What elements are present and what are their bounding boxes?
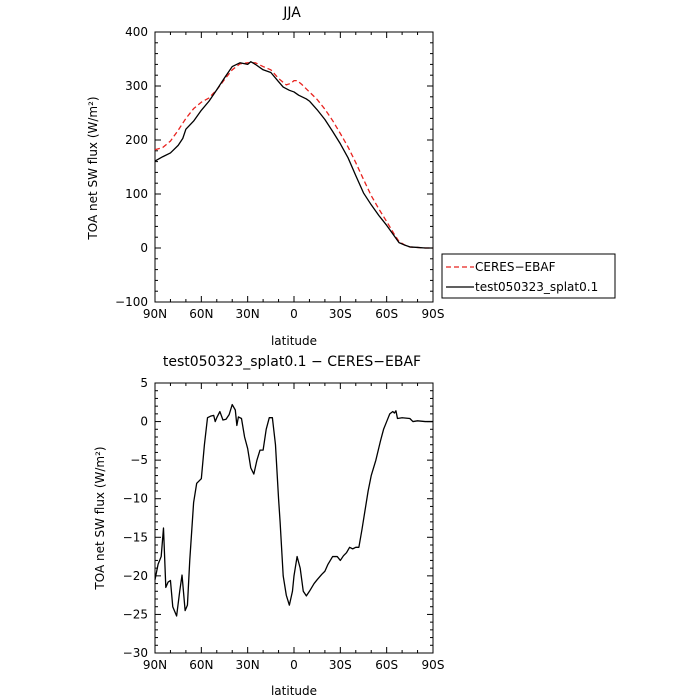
chart-bottom: test050323_splat0.1 − CERES−EBAF 90N 60N 3… <box>93 354 444 698</box>
top-x-axis-label: latitude <box>271 334 317 348</box>
top-y-tick-label: 400 <box>125 25 148 39</box>
bottom-x-tick-label: 60S <box>375 658 398 672</box>
legend: CERES−EBAF test050323_splat0.1 <box>441 253 616 299</box>
top-x-tick-label: 0 <box>290 307 298 321</box>
bottom-series-group <box>154 403 433 617</box>
bottom-x-tick-label: 90N <box>143 658 167 672</box>
top-axes: 90N 60N 30N 0 30S 60S 90S −100 0 100 200 300 400 <box>115 25 444 321</box>
bottom-y-tick-label: −20 <box>123 569 148 583</box>
top-x-tick-label: 30N <box>236 307 260 321</box>
bottom-x-tick-label: 30N <box>236 658 260 672</box>
top-y-tick-label: −100 <box>115 295 148 309</box>
bottom-y-tick-label: −15 <box>123 530 148 544</box>
top-y-tick-label: 300 <box>125 79 148 93</box>
top-x-tick-label: 30S <box>329 307 352 321</box>
bottom-y-tick-label: 0 <box>140 415 148 429</box>
bottom-y-tick-label: −25 <box>123 607 148 621</box>
chart-top: JJA 90N 60N 30N 0 30S 60S 90S −100 0 100 200 300 400… <box>86 5 444 348</box>
bottom-x-tick-label: 60N <box>189 658 213 672</box>
bottom-x-tick-label: 30S <box>329 658 352 672</box>
legend-box <box>441 253 616 299</box>
legend-label-ceres: CERES−EBAF <box>475 260 556 274</box>
top-y-tick-label: 100 <box>125 187 148 201</box>
bottom-y-tick-label: −10 <box>123 492 148 506</box>
legend-label-test: test050323_splat0.1 <box>475 280 598 294</box>
top-x-tick-label: 90S <box>422 307 445 321</box>
bottom-x-tick-label: 0 <box>290 658 298 672</box>
top-x-tick-label: 60S <box>375 307 398 321</box>
bottom-x-tick-label: 90S <box>422 658 445 672</box>
top-y-axis-label: TOA net SW flux (W/m²) <box>86 96 100 240</box>
bottom-axes: 90N 60N 30N 0 30S 60S 90S −30 −25 −20 −15 −10 −5 0 5 <box>123 376 445 672</box>
bottom-y-axis-label: TOA net SW flux (W/m²) <box>93 446 107 590</box>
top-x-tick-label: 60N <box>189 307 213 321</box>
top-y-tick-label: 0 <box>140 241 148 255</box>
bottom-title: test050323_splat0.1 − CERES−EBAF <box>163 354 421 370</box>
top-series-group <box>154 61 433 249</box>
bottom-y-tick-label: −5 <box>130 453 148 467</box>
bottom-y-tick-label: −30 <box>123 646 148 660</box>
bottom-series-line-0 <box>154 403 433 617</box>
top-series-line-1 <box>154 61 433 249</box>
top-title: JJA <box>282 5 301 21</box>
top-plot-frame <box>154 31 434 303</box>
bottom-x-axis-label: latitude <box>271 684 317 698</box>
top-x-tick-label: 90N <box>143 307 167 321</box>
bottom-plot-frame <box>154 382 434 654</box>
bottom-y-tick-label: 5 <box>140 376 148 390</box>
top-y-tick-label: 200 <box>125 133 148 147</box>
top-series-line-0 <box>154 62 433 249</box>
